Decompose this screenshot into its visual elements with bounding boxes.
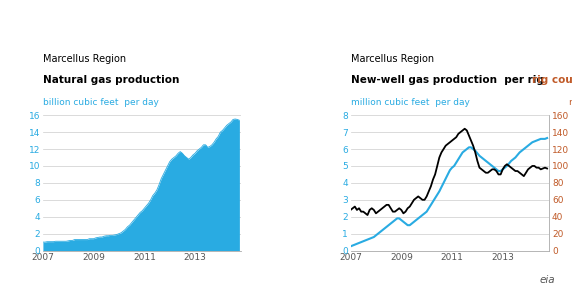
Text: million cubic feet  per day: million cubic feet per day (351, 98, 470, 107)
Text: Marcellus Region: Marcellus Region (351, 54, 434, 64)
Text: rig count: rig count (532, 75, 572, 86)
Text: New-well gas production  per rig: New-well gas production per rig (351, 75, 543, 86)
Text: Natural gas production: Natural gas production (43, 75, 179, 86)
Text: billion cubic feet  per day: billion cubic feet per day (43, 98, 159, 107)
Text: Marcellus Region: Marcellus Region (43, 54, 126, 64)
Text: rigs: rigs (568, 98, 572, 107)
Text: eia: eia (539, 275, 555, 285)
